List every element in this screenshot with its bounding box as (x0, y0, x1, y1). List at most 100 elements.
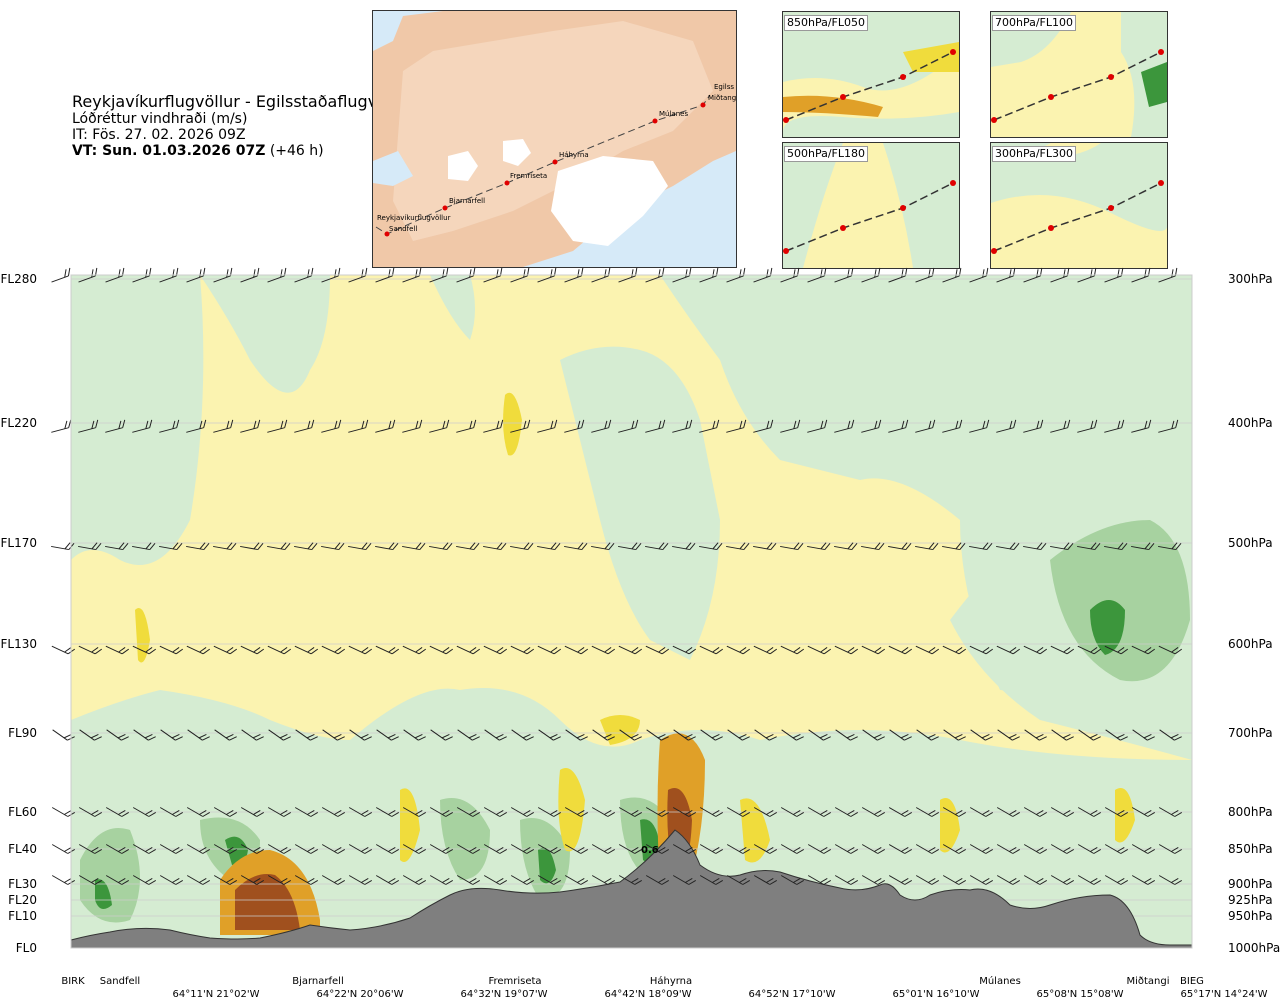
up-region (503, 392, 522, 456)
wind-barb (996, 542, 1020, 551)
issue-time: IT: Fös. 27. 02. 2026 09Z (72, 127, 246, 143)
wind-barb (915, 419, 936, 433)
wind-barb (672, 645, 697, 655)
wind-barb (240, 844, 265, 854)
wind-barb (888, 419, 909, 433)
route-point (442, 205, 448, 211)
wind-barb (807, 807, 832, 817)
wind-barb (295, 729, 318, 741)
wind-barb (699, 875, 724, 885)
route-points (384, 102, 706, 237)
wind-barb (457, 729, 480, 741)
wind-barb (132, 844, 157, 854)
flight-level-label: FL10 (8, 909, 37, 923)
wind-barb (294, 844, 319, 854)
wind-barb (159, 542, 183, 551)
wind-barb (1023, 844, 1048, 854)
wind-barb (1131, 807, 1156, 817)
wind-barb (375, 542, 399, 551)
flight-level-label: FL30 (8, 877, 37, 891)
station-label: BIEG (1180, 976, 1204, 987)
wind-barb (78, 645, 103, 655)
flight-level-label: FL90 (8, 726, 37, 740)
coordinate-axis: 64°11'N 21°02'W 64°22'N 20°06'W 64°32'N 19… (173, 989, 1268, 1000)
wind-barb (402, 419, 423, 433)
wind-barb (808, 729, 831, 741)
wind-barb (537, 807, 562, 817)
valid-time-offset: (+46 h) (265, 143, 324, 159)
wind-barb (996, 844, 1021, 854)
wind-barb (645, 542, 669, 551)
wind-barb (348, 645, 373, 655)
wind-barb (942, 844, 967, 854)
route-map-graphic: Reykjavíkurflugvöllur Sandfell Bjarnarfe… (373, 11, 736, 267)
wind-barb (672, 807, 697, 817)
wind-barb (1023, 542, 1047, 551)
station-label: Háhyrna (650, 975, 692, 987)
coordinate-label: 65°01'N 16°10'W (893, 989, 980, 1000)
wind-barb (726, 875, 751, 885)
flight-level-label: FL20 (8, 893, 37, 907)
wind-barb (753, 419, 774, 433)
wind-barb (564, 844, 589, 854)
wind-barb (1131, 875, 1156, 885)
wind-barb (1023, 645, 1048, 655)
wind-barb (160, 729, 183, 741)
route-point (384, 231, 390, 237)
wind-barb (106, 729, 129, 741)
map-label-hahyrna: Háhyrna (559, 151, 589, 159)
glacier-hofsjokull (503, 139, 531, 166)
wind-barb (753, 645, 778, 655)
wind-barb (564, 807, 589, 817)
wind-barb (807, 844, 832, 854)
wind-barb (861, 645, 886, 655)
wind-barb (267, 875, 292, 885)
wind-barb (645, 419, 666, 433)
wind-barb (996, 419, 1017, 433)
wind-barb (511, 729, 534, 741)
wind-barb (672, 542, 696, 551)
wind-barb (807, 419, 828, 433)
wind-barb (1023, 419, 1044, 433)
wind-barb (1050, 844, 1075, 854)
wind-barb (186, 844, 211, 854)
wind-barb (915, 844, 940, 854)
wind-barb (1023, 875, 1048, 885)
flight-level-label: FL130 (1, 637, 38, 651)
wind-barb (537, 875, 562, 885)
wind-barb (726, 542, 750, 551)
wind-barb (132, 542, 156, 551)
wind-barb (1050, 645, 1075, 655)
wind-barb (294, 419, 315, 433)
wind-barb (618, 807, 643, 817)
map-label-sandfell: Sandfell (389, 225, 417, 233)
flight-level-label: FL280 (1, 272, 38, 286)
wind-barb (726, 844, 751, 854)
wind-barb (727, 729, 750, 741)
level-map-label: 700hPa/FL100 (992, 15, 1077, 31)
wind-barb (1158, 875, 1183, 885)
wind-barb (1158, 419, 1179, 433)
wind-barb (1050, 875, 1075, 885)
wind-barb (1131, 419, 1152, 433)
down-region (71, 275, 204, 565)
wind-barb (105, 875, 130, 885)
coordinate-label: 64°32'N 19°07'W (461, 989, 548, 1000)
wind-barb (294, 542, 318, 551)
wind-barb (915, 645, 940, 655)
wind-barb (861, 844, 886, 854)
wind-barb (105, 542, 129, 551)
wind-barb (78, 844, 103, 854)
wind-barb (834, 875, 859, 885)
down-region (440, 798, 490, 880)
up-region (558, 768, 585, 852)
wind-barb (321, 875, 346, 885)
flight-level-label: FL0 (16, 941, 37, 955)
wind-barb (753, 807, 778, 817)
wind-barb (429, 807, 454, 817)
level-map-700: 700hPa/FL100 (990, 11, 1168, 138)
wind-barb (1131, 645, 1156, 655)
wind-barb (888, 645, 913, 655)
wind-barb (942, 875, 967, 885)
wind-barb (1104, 542, 1128, 551)
